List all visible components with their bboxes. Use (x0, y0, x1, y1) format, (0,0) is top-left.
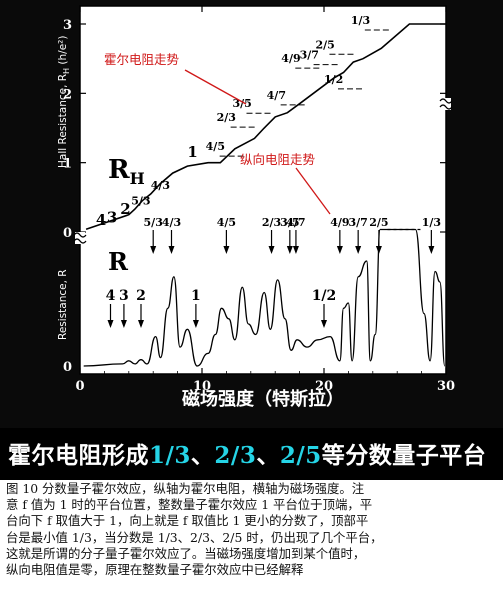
hall-fraction-label: 3/7 (300, 49, 319, 62)
description-line: 图 10 分数量子霍尔效应，纵轴为霍尔电阻，横轴为磁场强度。注 (6, 481, 365, 496)
caption-banner (0, 428, 503, 480)
hall-fraction-label: 4/3 (151, 179, 170, 192)
resistance-fraction-label: 4/3 (162, 216, 181, 229)
resistance-arrow-head (428, 246, 435, 254)
resistance-fraction-label: 2 (136, 288, 146, 304)
banner-sep-1: 、 (190, 442, 215, 469)
description-line: 意 f 值为 1 时的平台位置，整数量子霍尔效应 1 平台位于顶端，平 (6, 497, 373, 513)
axis-break (439, 98, 453, 104)
hall-fraction-label: 2 (120, 200, 130, 218)
resistance-arrow-head (223, 246, 230, 254)
resistance-fraction-label: 1 (191, 288, 201, 304)
banner-fraction-1-3: 1/3 (149, 442, 191, 469)
axis-break-gap (441, 98, 451, 110)
banner-fraction-2-5: 2/5 (279, 442, 322, 469)
R-label: R (108, 247, 129, 276)
axis-break (73, 232, 87, 238)
resistance-fraction-label: 4/5 (217, 216, 236, 229)
x-tick-label: 30 (437, 379, 455, 394)
banner-fraction-2-3: 2/3 (214, 442, 257, 469)
x-tick-label: 0 (75, 379, 84, 394)
hall-fraction-label: 3/5 (233, 97, 252, 110)
annotation-hall-pointer (184, 69, 247, 105)
resistance-fraction-label: 4/7 (286, 216, 305, 229)
resistance-arrow-head (336, 246, 343, 254)
resistance-fraction-label: 3/7 (348, 216, 367, 229)
hall-fraction-label: 1/2 (324, 73, 343, 86)
hall-fraction-label: 2/3 (217, 111, 236, 124)
description-line: 台向下 f 取值大于 1，向上就是 f 取值比 1 更小的分数了，顶部平 (6, 513, 369, 529)
hall-fraction-label: 4 (96, 211, 106, 229)
banner-sep-2: 、 (256, 442, 280, 469)
hall-fraction-label: 4/7 (267, 89, 286, 102)
description-line: 这就是所谓的分子量子霍尔效应了。当磁场强度增加到某个值时， (6, 545, 366, 561)
resistance-arrow-head (375, 246, 382, 254)
x-tick-label: 10 (193, 379, 211, 394)
resistance-fraction-label: 2/3 (262, 216, 281, 229)
hall-tick-label: 2 (63, 87, 72, 102)
resistance-fraction-label: 1/3 (422, 216, 441, 229)
hall-fraction-label: 2/5 (315, 38, 334, 51)
hall-resistance-line (85, 23, 446, 230)
resistance-arrow-head (286, 246, 293, 254)
resistance-fraction-label: 4/9 (330, 216, 349, 229)
x-axis-title: 磁场强度（特斯拉） (182, 388, 344, 410)
resistance-fraction-label: 5/3 (144, 216, 163, 229)
hall-fraction-label: 4/5 (206, 140, 225, 153)
banner-part1: 霍尔电阻形成 (8, 442, 149, 469)
resistance-arrow-head (138, 320, 144, 328)
hall-tick-label: 1 (63, 157, 72, 172)
resistance-arrow-head (168, 246, 175, 254)
figure-description: 图 10 分数量子霍尔效应，纵轴为霍尔电阻，横轴为磁场强度。注 意 f 值为 1… (6, 481, 494, 578)
resistance-arrow-head (355, 246, 362, 254)
RH-label: RH (108, 155, 145, 188)
hall-tick-label: 0 (63, 226, 72, 241)
annotation-longitudinal-trend: 纵向电阻走势 (240, 152, 316, 167)
resistance-fraction-label: 1/2 (312, 288, 337, 304)
banner-part2: 等分数量子平台 (321, 442, 487, 469)
resistance-fraction-label: 3/5 (280, 216, 299, 229)
annotation-hall-trend: 霍尔电阻走势 (104, 52, 180, 67)
hall-fraction-label: 1 (187, 143, 197, 161)
resistance-arrow-head (120, 320, 127, 328)
axis-break (73, 238, 87, 244)
resistance-axis-title: Resistance, R (57, 269, 69, 340)
banner-title: 霍尔电阻形成1/3、2/3、2/5等分数量子平台 (8, 436, 486, 470)
hall-fraction-label: 4/9 (281, 52, 300, 65)
hall-fraction-label: 5/3 (131, 194, 150, 207)
hall-fraction-label: 3 (107, 208, 117, 226)
hall-fraction-label: 1/3 (351, 14, 370, 27)
resistance-arrow-head (321, 320, 327, 328)
resistance-zero-label: 0 (63, 360, 72, 375)
resistance-arrow-head (268, 246, 275, 254)
hall-axis-title: Hall Resistance, RH (h/e²) (57, 36, 71, 168)
x-tick-label: 20 (315, 379, 333, 394)
annotation-long-pointer (295, 167, 331, 215)
resistance-arrow-head (150, 246, 157, 254)
resistance-fraction-label: 4 (106, 288, 116, 304)
axis-break (439, 104, 453, 110)
resistance-arrow-head (107, 320, 114, 328)
resistance-arrow-head (292, 246, 299, 254)
axis-break-gap (75, 232, 85, 244)
longitudinal-resistance-line (83, 228, 446, 367)
description-line: 台是最小值 1/3，当分数是 1/3、2/3、2/5 时，仍出现了几个平台， (6, 529, 383, 545)
hall-tick-label: 3 (63, 18, 72, 33)
description-line: 纵向电阻值是零，原理在整数量子霍尔效应中已经解释 (6, 562, 304, 578)
resistance-fraction-label: 2/5 (369, 216, 388, 229)
resistance-fraction-label: 3 (119, 288, 129, 304)
resistance-arrow-head (192, 320, 199, 328)
